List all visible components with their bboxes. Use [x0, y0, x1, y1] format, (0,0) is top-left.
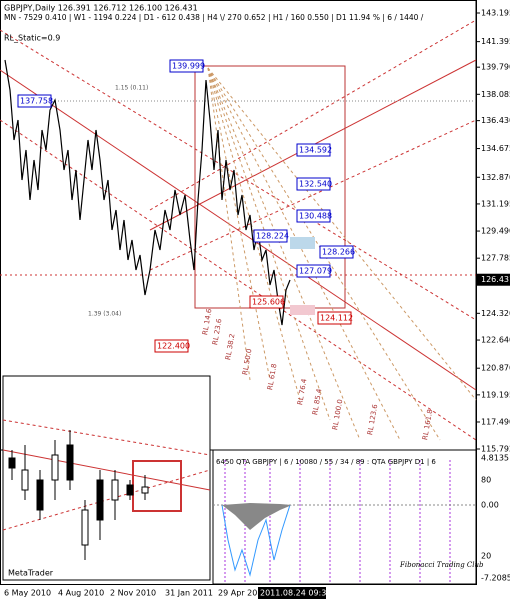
inset-chart	[2, 375, 211, 581]
price-label: 119.195	[481, 390, 510, 399]
price-label: 129.490	[481, 227, 510, 236]
price-label: 117.490	[481, 417, 510, 426]
price-label: 124.320	[481, 309, 510, 318]
price-label: 141.395	[481, 37, 510, 46]
price-tag	[319, 245, 354, 259]
zone	[290, 237, 315, 249]
sub-axis-label: 0.00	[481, 501, 499, 510]
price-tag	[296, 209, 331, 223]
price-tag	[169, 59, 204, 73]
price-tag-label: 122.400	[157, 342, 190, 351]
price-label: 139.790	[481, 63, 510, 72]
price-tag	[249, 295, 284, 309]
symbol-line: GBPJPY,Daily 126.391 126.712 126.100 126…	[4, 4, 198, 13]
price-tag	[296, 177, 331, 191]
sub-axis-label: 20	[481, 552, 491, 561]
price-tag-label: 137.758	[20, 97, 53, 106]
sub-axis-label: -7.2085	[481, 574, 510, 583]
sub-line	[221, 504, 291, 577]
price-line	[4, 59, 291, 326]
price-label: 132.870	[481, 173, 510, 182]
price-label: 127.785	[481, 254, 510, 263]
sub-axis-label: 80	[481, 476, 491, 485]
date-label: 31 Jan 2011	[165, 589, 213, 598]
price-label: 131.195	[481, 199, 510, 208]
price-label: 120.870	[481, 364, 510, 373]
inset-candles	[8, 430, 149, 560]
current-price-box	[477, 273, 510, 286]
note: 1.15 (0.11)	[115, 85, 148, 92]
price-label: 143.195	[481, 9, 510, 18]
inset-label: MetaTrader	[8, 569, 54, 578]
price-tag-label: 128.266	[322, 248, 355, 257]
price-tag	[253, 229, 288, 243]
price-tag-label: 127.079	[299, 267, 332, 276]
date-label: 6 May 2010	[4, 589, 51, 598]
price-label: 122.640	[481, 336, 510, 345]
price-tag-label: 130.488	[299, 212, 332, 221]
price-tag	[154, 339, 189, 353]
price-label: 126.431	[481, 275, 510, 284]
price-tag-label: 132.540	[299, 180, 332, 189]
date-label: 4 Aug 2010	[58, 589, 104, 598]
date-cursor	[258, 587, 326, 599]
date-label: 29 Apr 2011	[218, 589, 267, 598]
date-label: 2011.08.24 09:31	[260, 589, 331, 598]
sub-axis-label: 4.8135	[481, 454, 509, 463]
sub-area	[222, 503, 292, 530]
price-label: 138.085	[481, 90, 510, 99]
price-label: 115.792	[481, 445, 510, 454]
price-tag	[296, 264, 331, 278]
note: 1.39 (3.04)	[88, 311, 121, 318]
price-tag-label: 139.999	[172, 62, 205, 71]
info-line: MN - 7529 0.410 | W1 - 1194 0.224 | D1 -…	[4, 13, 424, 22]
date-label: 2 Nov 2010	[110, 589, 156, 598]
fib-fan	[207, 67, 477, 441]
sub-title: 6450 QTA GBPJPY | 6 / 10080 / 55 / 34 / …	[216, 458, 436, 466]
watermark: Fibonacci Trading Club	[399, 561, 484, 569]
price-tag	[317, 311, 352, 325]
price-label: 136.430	[481, 116, 510, 125]
price-tag-label: 134.592	[299, 146, 332, 155]
price-tag-label: 128.224	[256, 232, 289, 241]
price-tag-label: 124.112	[320, 314, 353, 323]
price-tag	[17, 94, 52, 108]
zone	[290, 305, 315, 315]
price-tag	[296, 143, 331, 157]
price-tag-label: 125.606	[252, 298, 285, 307]
indicator: RL_Static=0.9	[4, 34, 60, 43]
price-label: 134.675	[481, 144, 510, 153]
